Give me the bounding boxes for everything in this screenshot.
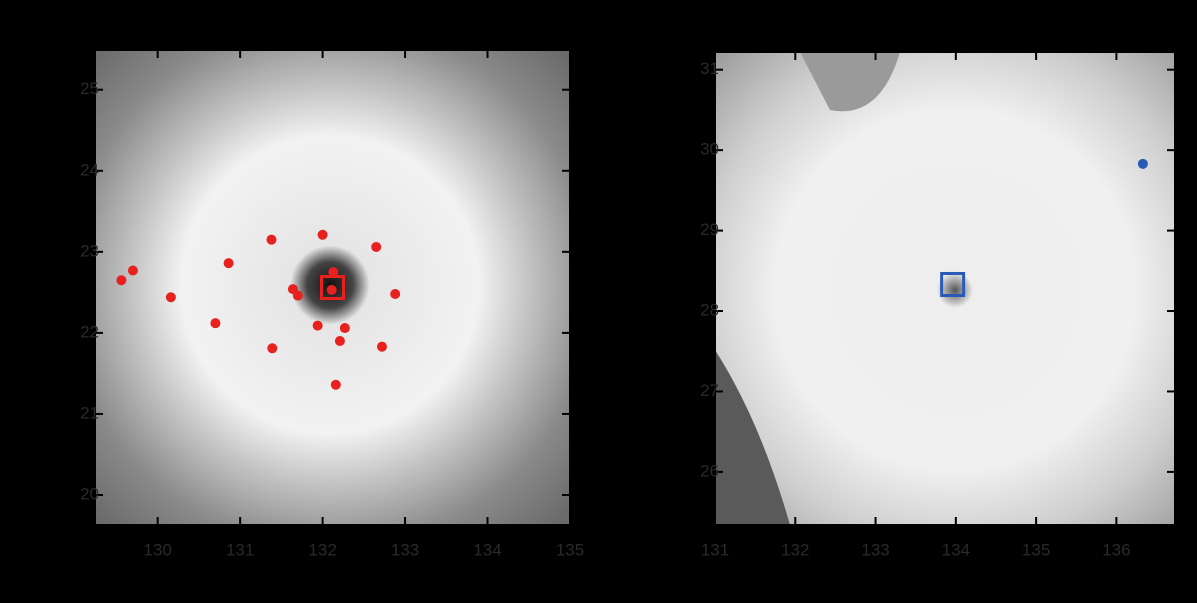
y-tick-label: 26	[700, 461, 719, 480]
point	[318, 230, 328, 240]
y-tick-label: 30	[700, 140, 719, 159]
x-tick-label: 135	[1022, 540, 1050, 559]
point	[390, 289, 400, 299]
page: {"chart_data": [ {"type": "scatter", "xl…	[0, 0, 1197, 603]
x-tick-label: 134	[942, 540, 970, 559]
x-tick-label: 131	[701, 540, 729, 559]
point	[340, 323, 350, 333]
point	[128, 265, 138, 275]
point	[313, 321, 323, 331]
y-tick-label: 22	[80, 322, 99, 341]
point	[166, 292, 176, 302]
y-tick-label: 27	[700, 381, 719, 400]
y-tick-label: 24	[80, 160, 99, 179]
x-tick-label: 133	[391, 540, 419, 559]
point	[331, 380, 341, 390]
point	[377, 342, 387, 352]
point	[293, 291, 303, 301]
point	[116, 275, 126, 285]
point	[327, 285, 337, 295]
point	[266, 235, 276, 245]
point	[210, 318, 220, 328]
y-tick-label: 20	[80, 484, 99, 503]
y-tick-label: 28	[700, 301, 719, 320]
point	[371, 242, 381, 252]
x-tick-label: 135	[556, 540, 584, 559]
y-tick-label: 29	[700, 220, 719, 239]
x-tick-label: 130	[143, 540, 171, 559]
y-tick-label: 21	[80, 403, 99, 422]
x-tick-label: 136	[1102, 540, 1130, 559]
figure: 130 131 132 133 134 135 20 21 22 23 24 25 131 132 133 1…	[0, 0, 1197, 603]
x-tick-label: 134	[473, 540, 501, 559]
point	[224, 258, 234, 268]
point	[267, 343, 277, 353]
point	[1138, 159, 1148, 169]
y-tick-label: 31	[700, 59, 719, 78]
x-tick-label: 133	[861, 540, 889, 559]
x-tick-label: 131	[226, 540, 254, 559]
point	[335, 336, 345, 346]
x-tick-label: 132	[308, 540, 336, 559]
x-tick-label: 132	[781, 540, 809, 559]
y-tick-label: 23	[80, 241, 99, 260]
y-tick-label: 25	[80, 79, 99, 98]
satellite-image	[715, 52, 1175, 525]
